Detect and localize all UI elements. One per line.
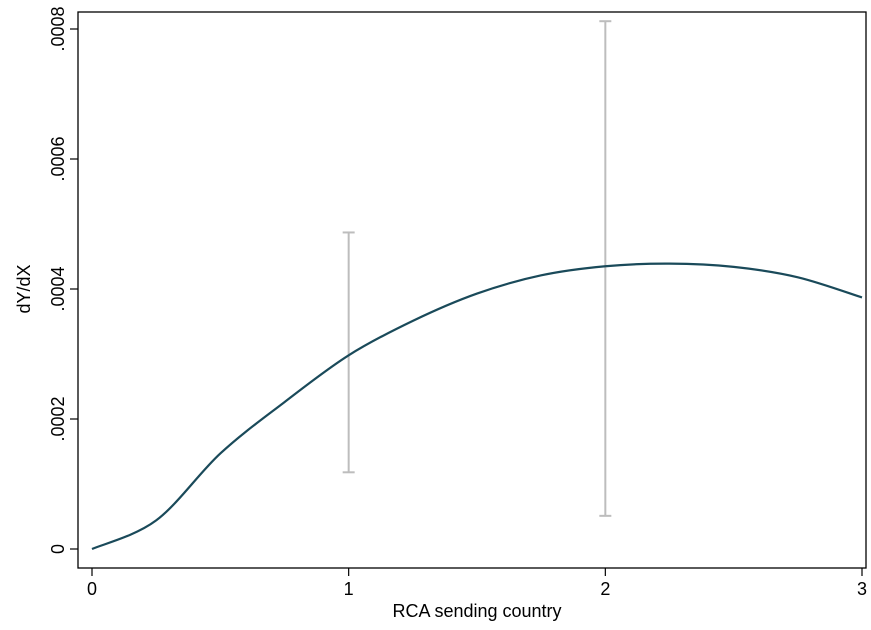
y-axis: 0 .0002 .0004 .0006 .0008 (48, 6, 78, 554)
plot-frame (77, 11, 867, 569)
x-tick-label: 2 (600, 579, 610, 599)
x-tick-label: 0 (87, 579, 97, 599)
error-bars (342, 20, 612, 517)
series-line-dydx (91, 262, 863, 551)
y-tick-label: 0 (48, 544, 68, 554)
y-axis-title: dY/dX (14, 264, 34, 313)
y-tick-label: .0002 (48, 396, 68, 441)
y-tick-label: .0008 (48, 6, 68, 51)
x-tick-label: 3 (857, 579, 867, 599)
x-axis: 0 1 2 3 (87, 568, 867, 599)
x-tick-label: 1 (344, 579, 354, 599)
y-tick-label: .0004 (48, 266, 68, 311)
y-tick-label: .0006 (48, 136, 68, 181)
x-axis-title: RCA sending country (392, 601, 561, 621)
